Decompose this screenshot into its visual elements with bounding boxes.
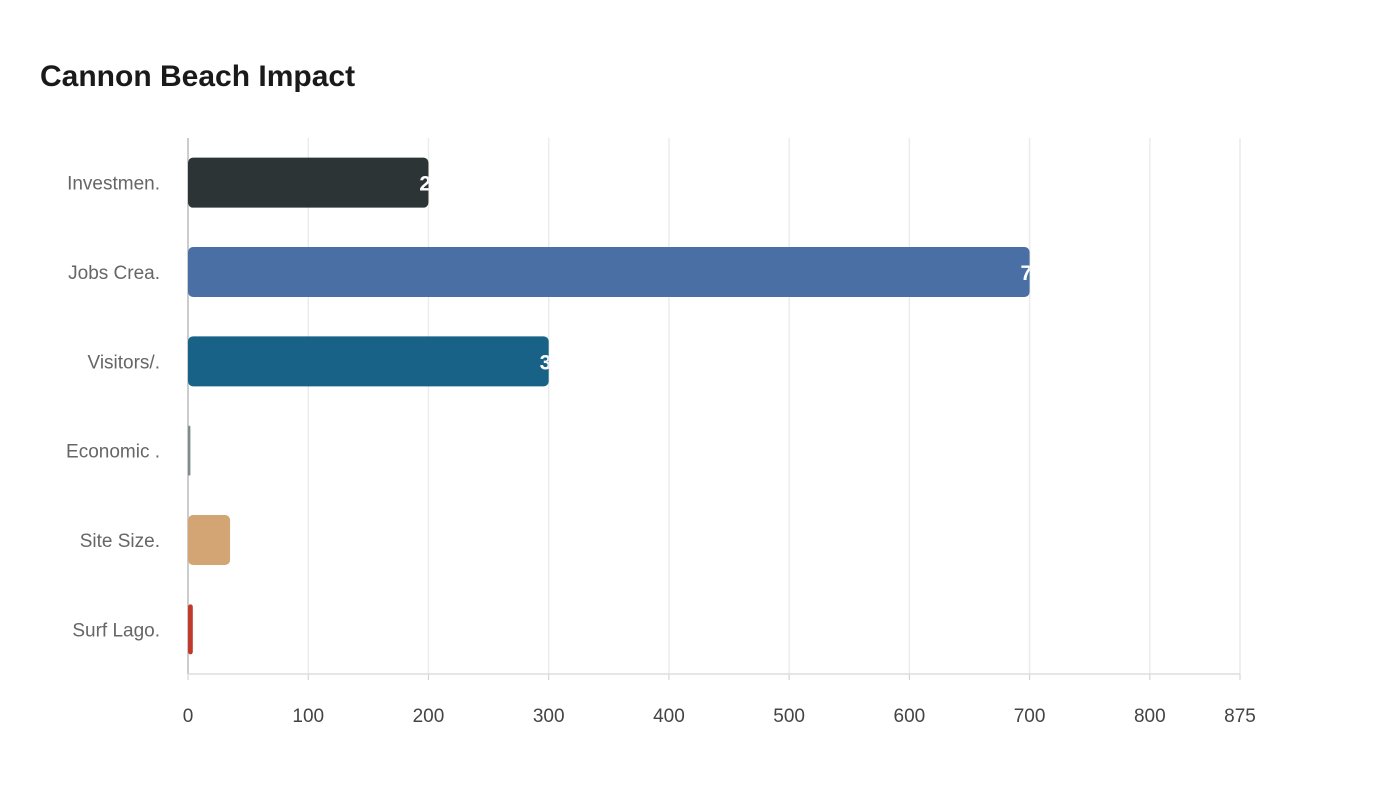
x-tick-label: 500 bbox=[773, 706, 805, 727]
x-tick-label: 100 bbox=[292, 706, 324, 727]
bar-value-label: 300 bbox=[540, 351, 575, 374]
y-category-label: Jobs Crea. bbox=[68, 263, 160, 284]
bar bbox=[188, 604, 193, 655]
bar-value-label: 200 bbox=[419, 173, 454, 196]
x-tick-label: 800 bbox=[1134, 706, 1166, 727]
bar bbox=[188, 247, 1030, 297]
bar-value-label: 35 bbox=[233, 530, 257, 553]
y-category-label: Investmen. bbox=[67, 174, 160, 195]
x-tick-label: 600 bbox=[894, 706, 926, 727]
chart-title: Cannon Beach Impact bbox=[40, 60, 356, 93]
bar-value-label: 2 bbox=[205, 441, 217, 464]
bar bbox=[188, 425, 191, 476]
bar-value-label: 700 bbox=[1021, 262, 1056, 285]
bar bbox=[188, 157, 429, 208]
x-tick-label: 0 bbox=[183, 706, 194, 727]
x-tick-label: 875 bbox=[1224, 706, 1256, 727]
y-category-label: Surf Lago. bbox=[72, 620, 160, 641]
x-tick-label: 700 bbox=[1014, 706, 1046, 727]
x-tick-label: 200 bbox=[413, 706, 445, 727]
x-tick-label: 400 bbox=[653, 706, 685, 727]
y-category-label: Site Size. bbox=[80, 531, 160, 552]
bar bbox=[188, 515, 231, 565]
bar-value-label: 4 bbox=[207, 619, 219, 642]
y-category-label: Visitors/. bbox=[87, 352, 160, 373]
bar bbox=[188, 336, 549, 387]
x-tick-label: 300 bbox=[533, 706, 565, 727]
y-category-label: Economic . bbox=[66, 442, 160, 463]
